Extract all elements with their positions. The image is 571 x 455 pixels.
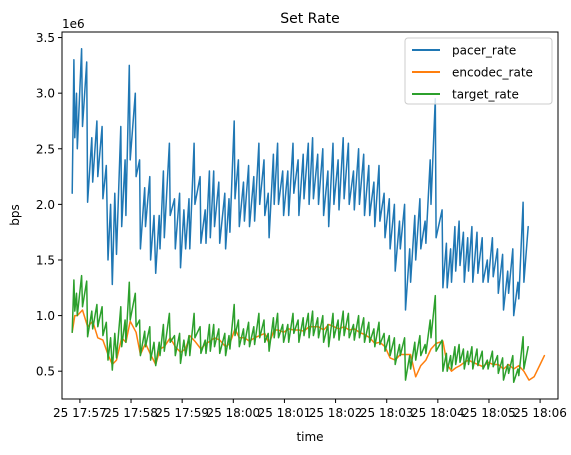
plot-area [61,31,559,400]
series-line-target-rate [71,274,529,384]
y-axis-offset-label: 1e6 [62,17,85,31]
x-axis-label: time [296,430,323,444]
y-tick-label-3-5: 3.5 [36,31,55,45]
y-axis-label: bps [8,204,22,226]
x-tick-label-25-17-58: 25 17:58 [104,406,158,420]
x-tick-label-25-18-01: 25 18:01 [258,406,312,420]
x-tick-label-25-18-04: 25 18:04 [411,406,465,420]
y-axis-ticks: 0.5 1.0 1.5 2.0 2.5 3.0 3.5 [36,31,62,379]
x-tick-label-25-18-03: 25 18:03 [360,406,414,420]
x-tick-label-25-18-00: 25 18:00 [206,406,260,420]
y-tick-label-1-5: 1.5 [36,253,55,267]
legend-label-target-rate: target_rate [452,88,519,102]
legend-box [404,37,553,105]
axes-frame [61,31,559,400]
y-tick-label-2-0: 2.0 [36,198,55,212]
series-line-pacer-rate [71,47,529,317]
x-tick-label-25-18-05: 25 18:05 [462,406,516,420]
legend: pacer_rate encodec_rate target_rate [404,37,553,105]
y-tick-label-0-5: 0.5 [36,365,55,379]
x-tick-label-25-17-57: 25 17:57 [53,406,107,420]
legend-label-encodec-rate: encodec_rate [452,66,533,80]
x-tick-label-25-17-59: 25 17:59 [155,406,209,420]
x-tick-label-25-18-06: 25 18:06 [513,406,567,420]
legend-label-pacer-rate: pacer_rate [452,44,516,58]
chart-title: Set Rate [280,11,340,27]
y-tick-label-2-5: 2.5 [36,142,55,156]
y-tick-label-1-0: 1.0 [36,309,55,323]
series-layer [71,47,546,384]
x-tick-label-25-18-02: 25 18:02 [309,406,363,420]
y-tick-label-3-0: 3.0 [36,87,55,101]
